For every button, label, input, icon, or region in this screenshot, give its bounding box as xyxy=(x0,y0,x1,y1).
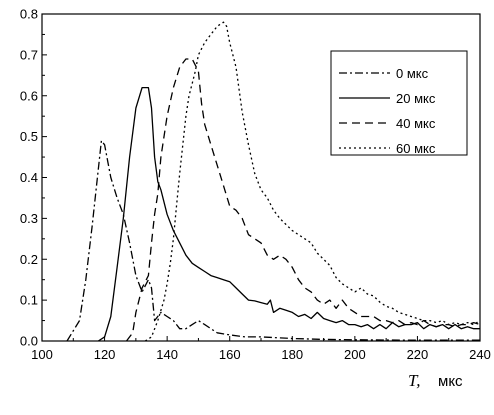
y-tick-label: 0.5 xyxy=(20,129,38,144)
x-tick-label: 200 xyxy=(344,347,366,362)
x-axis-title-unit: мкс xyxy=(438,373,463,390)
series-group xyxy=(66,21,481,342)
legend-label-3: 60 мкс xyxy=(396,141,436,156)
x-tick-label: 120 xyxy=(94,347,116,362)
x-ticks: 100 120 140 160 180 200 220 240 xyxy=(31,336,491,362)
y-tick-label: 0.4 xyxy=(20,170,38,185)
y-tick-label: 0.0 xyxy=(20,334,38,349)
x-tick-label: 100 xyxy=(31,347,53,362)
y-tick-label: 0.7 xyxy=(20,47,38,62)
legend-box xyxy=(330,50,468,156)
y-tick-label: 0.1 xyxy=(20,293,38,308)
series-line-3 xyxy=(144,21,481,342)
y-tick-label: 0.6 xyxy=(20,88,38,103)
y-tick-label: 0.3 xyxy=(20,211,38,226)
x-tick-label: 160 xyxy=(219,347,241,362)
y-tick-label: 0.8 xyxy=(20,7,38,22)
series-line-0 xyxy=(66,140,480,342)
legend-label-1: 20 мкс xyxy=(396,91,436,106)
y-ticks: 0.0 0.1 0.2 0.3 0.4 0.5 0.6 0.7 0.8 xyxy=(20,7,47,349)
x-tick-label: 240 xyxy=(469,347,491,362)
x-tick-label: 180 xyxy=(281,347,303,362)
x-tick-label: 140 xyxy=(156,347,178,362)
series-line-2 xyxy=(125,58,481,342)
legend-label-0: 0 мкс xyxy=(396,66,429,81)
legend: 0 мкс 20 мкс 40 мкс 60 мкс xyxy=(330,50,468,156)
x-axis-title-variable: T, xyxy=(408,371,420,390)
x-tick-label: 220 xyxy=(407,347,429,362)
legend-label-2: 40 мкс xyxy=(396,116,436,131)
y-tick-label: 0.2 xyxy=(20,252,38,267)
